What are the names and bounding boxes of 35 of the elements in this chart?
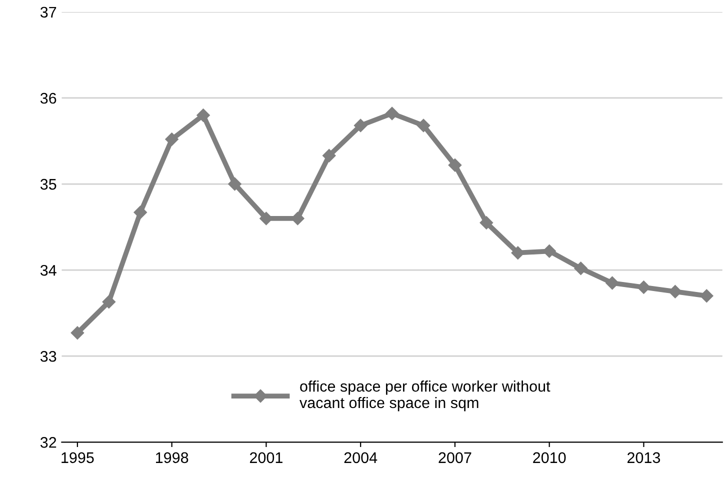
point: [480, 216, 494, 230]
x-tick-label: 2007: [438, 452, 472, 464]
point: [606, 276, 619, 290]
point: [385, 106, 399, 120]
legend-label: office space per office worker without vacant office space in sqm: [300, 380, 550, 412]
y-tick-label: 34: [40, 264, 56, 276]
x-tick-label: 1998: [156, 452, 188, 464]
point: [260, 212, 273, 226]
point: [416, 118, 430, 132]
x-tick-label: 1995: [62, 452, 94, 464]
y-tick-label: 32: [40, 437, 56, 448]
point: [354, 118, 368, 132]
point: [102, 295, 116, 308]
x-tick-label: 2004: [344, 452, 378, 464]
y-tick-label: 35: [40, 178, 56, 190]
point: [668, 284, 682, 298]
point: [637, 280, 650, 294]
point: [322, 149, 336, 162]
x-tick-label: 2013: [627, 452, 660, 464]
y-tick-label: 36: [40, 92, 56, 104]
point: [228, 177, 242, 191]
point: [574, 262, 588, 275]
point: [511, 246, 524, 260]
point: [542, 244, 556, 258]
point: [448, 158, 462, 172]
point: [196, 108, 210, 122]
point: [700, 289, 714, 302]
y-tick-label: 37: [40, 6, 56, 18]
x-tick-label: 2010: [533, 452, 566, 464]
y-tick-label: 33: [40, 350, 56, 362]
point: [70, 326, 84, 340]
point: [291, 212, 304, 226]
point: [165, 132, 178, 146]
point: [134, 206, 147, 220]
x-tick-label: 2001: [250, 452, 282, 464]
